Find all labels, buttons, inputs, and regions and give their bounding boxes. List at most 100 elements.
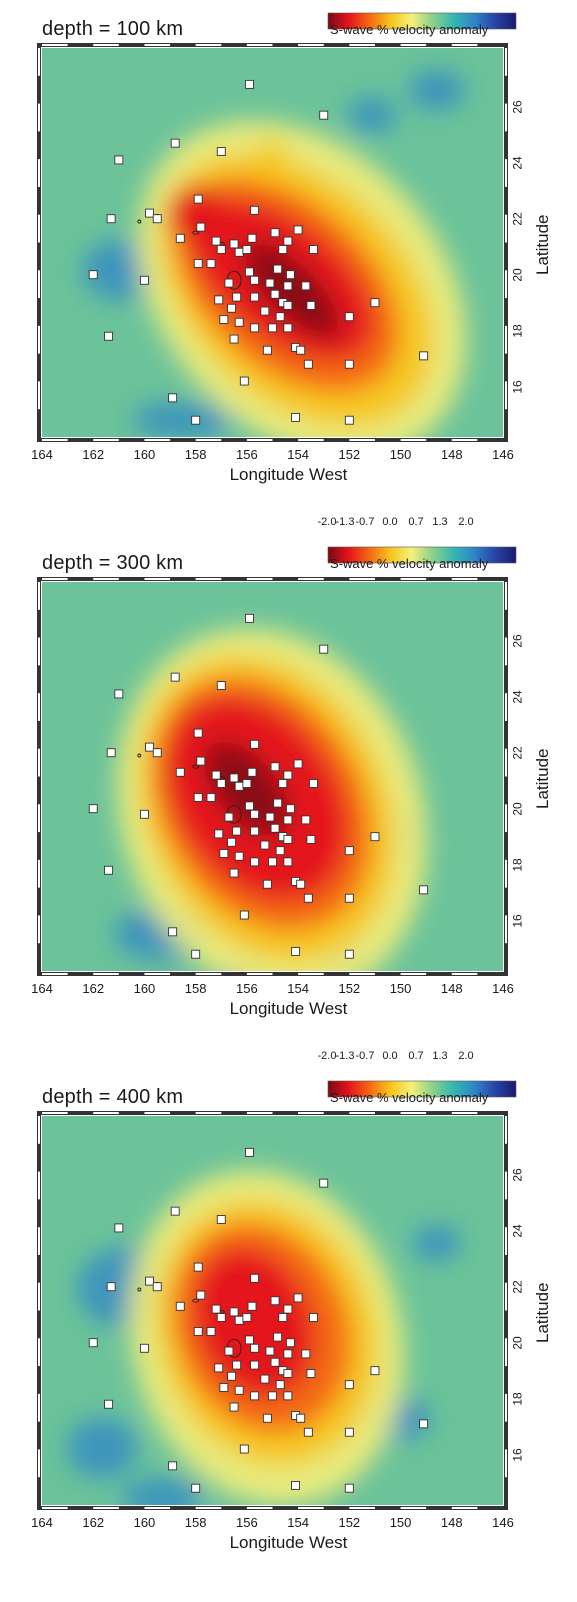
station-marker [293,225,303,235]
station-marker [214,295,224,305]
station-marker [268,857,277,867]
station-marker [285,1338,295,1348]
station-marker [229,1402,239,1412]
y-tick-label: 18 [510,857,525,872]
station-marker [285,270,295,280]
station-marker [234,851,244,861]
x-axis-tick-labels: 164 162 160 158 156 154 152 150 148 146 [0,1515,577,1533]
station-marker [344,359,354,369]
station-marker [262,879,272,889]
station-marker [250,809,260,819]
station-marker [301,281,311,291]
station-marker [239,910,249,920]
y-tick-label: 24 [510,1224,525,1238]
station-marker [283,835,293,844]
station-marker [206,793,216,802]
x-tick-label: 148 [440,981,463,996]
x-axis-tick-labels: 164 162 160 158 156 154 152 150 148 146 [0,981,577,999]
x-tick-label: 160 [133,447,156,462]
station-marker [88,1338,98,1348]
colorbar-tick-label: -2.0 [317,1050,337,1062]
station-marker [244,1147,254,1157]
station-marker [170,138,180,148]
colorbar-tick-label: 0.0 [382,1050,398,1062]
station-marker [283,815,293,825]
station-marker [303,1427,313,1437]
station-marker [250,292,260,302]
station-marker [152,748,162,758]
x-tick-label: 154 [287,1515,309,1530]
station-marker [193,793,203,802]
station-marker [191,949,201,959]
station-marker [250,1360,260,1370]
station-marker [291,412,300,422]
station-marker [216,147,226,156]
y-tick-label: 16 [510,1447,525,1462]
station-marker [309,245,318,254]
station-marker [145,742,155,752]
station-marker [88,804,98,814]
station-marker [306,835,316,844]
station-marker [283,857,293,867]
map-svg [37,12,517,442]
station-marker [344,893,354,903]
map-panel: depth = 300 km S-wave % velocity anomaly -… [0,516,577,1068]
station-marker [196,756,206,766]
colorbar-tick-label: 2.0 [458,1050,474,1062]
colorbar-caption: S-wave % velocity anomaly [330,556,489,571]
colorbar-tick-label: -1.3 [335,516,355,528]
station-marker [250,275,260,285]
x-axis-tick-labels: 164 162 160 158 156 154 152 150 148 146 [0,447,577,465]
station-marker [106,1282,116,1292]
map-svg [37,1080,517,1510]
x-tick-label: 152 [338,1515,361,1530]
station-marker [229,239,239,249]
station-marker [344,1380,354,1390]
x-tick-label: 160 [133,1515,156,1530]
x-tick-label: 162 [82,981,105,996]
station-marker [196,222,206,232]
station-marker [278,245,288,254]
station-marker [227,1371,236,1381]
station-marker [193,1262,203,1272]
station-marker [170,672,180,682]
station-marker [193,728,203,738]
station-marker [293,1293,303,1303]
x-tick-label: 150 [389,447,412,462]
station-marker [216,1313,226,1322]
station-marker [229,1307,239,1317]
station-marker [275,846,285,856]
y-tick-label: 20 [510,801,525,816]
station-marker [114,689,124,699]
station-marker [419,885,429,895]
station-marker [283,301,293,310]
y-axis-label: Latitude [533,214,552,275]
station-marker [283,1304,293,1314]
station-marker [370,832,380,842]
x-tick-label: 164 [31,1515,53,1530]
station-marker [265,278,275,288]
station-marker [211,770,221,780]
station-marker [229,868,239,878]
station-marker [168,393,178,403]
station-marker [291,946,300,956]
station-marker [250,826,260,836]
station-marker [242,245,252,254]
station-marker [419,351,429,361]
station-marker [344,415,354,425]
station-marker [104,1399,114,1409]
station-marker [227,837,236,847]
station-marker [193,194,203,204]
y-tick-label: 20 [510,267,525,282]
velocity-field [42,1116,503,1505]
station-marker [211,1304,221,1314]
y-axis-label: Latitude [533,1282,552,1343]
station-marker [239,376,249,386]
station-marker [234,781,244,791]
x-axis-label: Longitude West [229,465,348,484]
y-tick-label: 22 [510,212,525,226]
station-marker [224,812,234,822]
island-outline [192,1298,200,1303]
y-tick-label: 22 [510,1280,525,1294]
station-marker [219,1383,229,1392]
